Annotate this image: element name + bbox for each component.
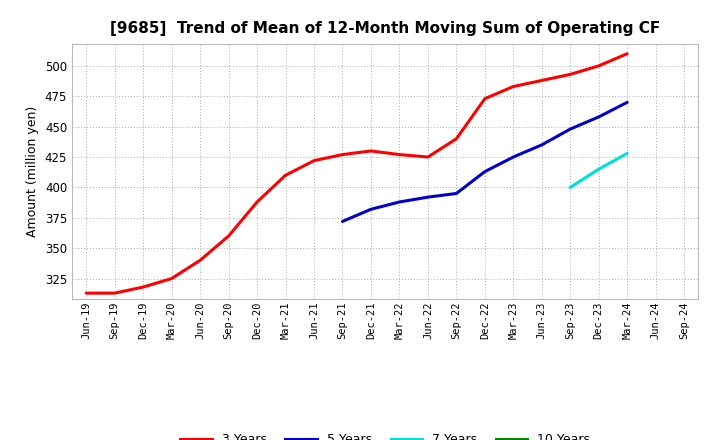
Y-axis label: Amount (million yen): Amount (million yen) (26, 106, 39, 237)
Legend: 3 Years, 5 Years, 7 Years, 10 Years: 3 Years, 5 Years, 7 Years, 10 Years (176, 428, 595, 440)
Title: [9685]  Trend of Mean of 12-Month Moving Sum of Operating CF: [9685] Trend of Mean of 12-Month Moving … (110, 21, 660, 36)
